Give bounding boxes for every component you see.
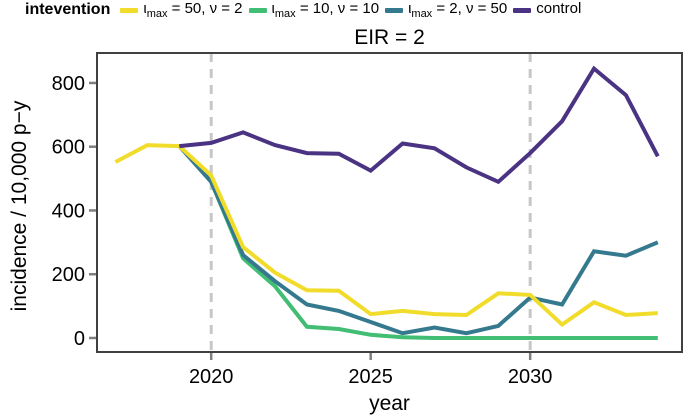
legend-label: control <box>536 0 582 17</box>
legend: intevention ιmax = 50, ν = 2 ιmax = 10, … <box>25 0 587 20</box>
legend-swatch-green <box>248 7 267 13</box>
series-line-control <box>179 65 660 185</box>
x-axis-label: year <box>369 392 410 415</box>
series-line-imax50nu2 <box>114 143 658 328</box>
y-tick-label-600: 600 <box>52 137 85 159</box>
x-tick-label-2030: 2030 <box>508 366 553 388</box>
x-tick-label-2025: 2025 <box>348 366 393 388</box>
series-line-imax2nu50 <box>177 144 659 336</box>
chart-title: EIR = 2 <box>354 26 425 49</box>
x-tick-label-2020: 2020 <box>189 366 234 388</box>
legend-swatch-teal <box>385 7 404 13</box>
legend-entry-control: control <box>513 0 581 20</box>
y-tick-label-800: 800 <box>52 73 85 95</box>
legend-entry-imax2nu50: ιmax = 2, ν = 50 <box>385 0 507 20</box>
legend-label: ιmax = 10, ν = 10 <box>271 0 380 20</box>
legend-entry-imax50nu2: ιmax = 50, ν = 2 <box>120 0 243 20</box>
y-tick-label-0: 0 <box>74 328 85 350</box>
legend-swatch-yellow <box>120 7 139 13</box>
y-tick-label-400: 400 <box>52 200 85 222</box>
legend-label: ιmax = 2, ν = 50 <box>408 0 508 20</box>
legend-swatch-purple <box>513 7 532 13</box>
legend-entry-imax10nu10: ιmax = 10, ν = 10 <box>248 0 380 20</box>
panel-border <box>96 52 683 353</box>
legend-label: ιmax = 50, ν = 2 <box>143 0 243 20</box>
y-tick-label-200: 200 <box>52 264 85 286</box>
series-line-imax10nu10 <box>177 144 658 340</box>
legend-title: intevention <box>25 1 111 18</box>
